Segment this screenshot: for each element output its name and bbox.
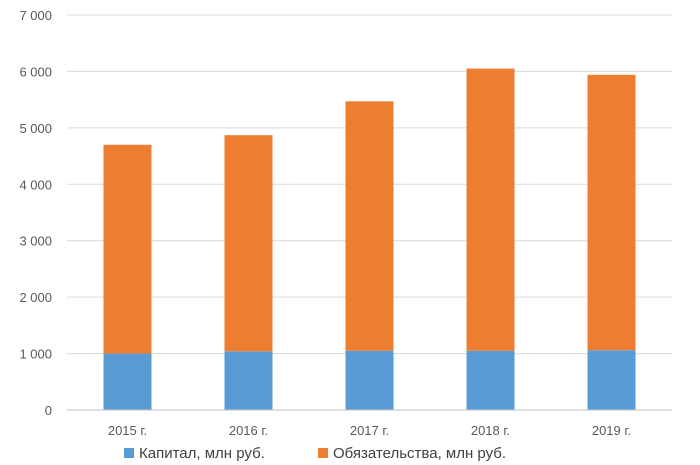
bar-liabilities: [345, 101, 394, 351]
x-tick-label: 2016 г.: [229, 423, 268, 438]
x-tick-label: 2019 г.: [592, 423, 631, 438]
x-axis-ticks: 2015 г. 2016 г. 2017 г. 2018 г. 2019 г.: [108, 423, 631, 438]
legend-label: Капитал, млн руб.: [139, 445, 265, 462]
bar-liabilities: [224, 135, 273, 352]
bar-capital: [587, 350, 636, 410]
legend-swatch: [124, 448, 134, 458]
bar-capital: [345, 350, 394, 410]
x-tick-label: 2018 г.: [471, 423, 510, 438]
bar-capital: [103, 353, 152, 410]
bar-liabilities: [103, 144, 152, 354]
legend: Капитал, млн руб. Обязательства, млн руб.: [124, 445, 506, 462]
bar-capital: [466, 350, 515, 410]
legend-swatch: [318, 448, 328, 458]
y-tick-label: 4 000: [19, 177, 52, 192]
x-tick-label: 2015 г.: [108, 423, 147, 438]
y-tick-label: 7 000: [19, 8, 52, 23]
legend-label: Обязательства, млн руб.: [333, 445, 506, 462]
y-tick-label: 2 000: [19, 290, 52, 305]
bars: [103, 68, 636, 410]
y-axis-ticks: 0 1 000 2 000 3 000 4 000 5 000 6 000 7 000: [19, 8, 52, 418]
y-tick-label: 1 000: [19, 347, 52, 362]
bar-liabilities: [466, 68, 515, 351]
y-tick-label: 6 000: [19, 64, 52, 79]
bar-capital: [224, 351, 273, 410]
x-tick-label: 2017 г.: [350, 423, 389, 438]
bar-liabilities: [587, 74, 636, 351]
y-tick-label: 3 000: [19, 234, 52, 249]
y-tick-label: 5 000: [19, 121, 52, 136]
y-tick-label: 0: [45, 403, 52, 418]
